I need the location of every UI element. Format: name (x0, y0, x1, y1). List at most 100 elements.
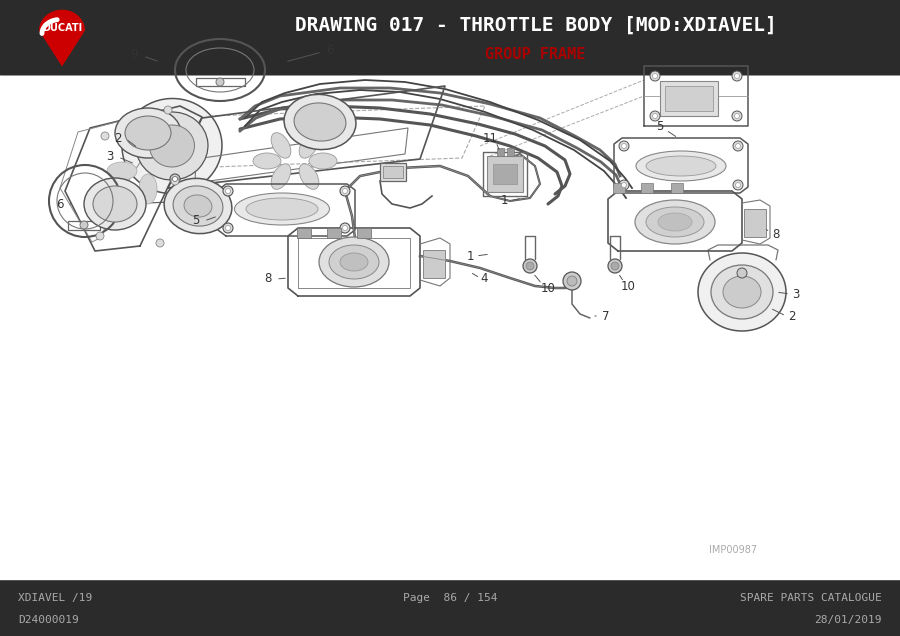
Circle shape (170, 174, 180, 184)
Circle shape (567, 276, 577, 286)
Circle shape (96, 232, 104, 240)
Text: 8: 8 (265, 272, 272, 286)
Ellipse shape (159, 162, 189, 180)
Ellipse shape (136, 112, 208, 180)
Polygon shape (39, 10, 85, 67)
Circle shape (622, 183, 626, 188)
Circle shape (735, 144, 741, 148)
Ellipse shape (139, 174, 157, 204)
Ellipse shape (299, 133, 319, 158)
Text: Page  86 / 154: Page 86 / 154 (403, 593, 497, 603)
Circle shape (526, 262, 534, 270)
Text: 1: 1 (466, 249, 473, 263)
Text: 6: 6 (326, 43, 334, 57)
Text: 2: 2 (114, 132, 122, 146)
Ellipse shape (122, 99, 222, 193)
Ellipse shape (139, 138, 157, 168)
Ellipse shape (184, 195, 212, 217)
Bar (297, 228, 311, 238)
Text: GROUP FRAME: GROUP FRAME (485, 47, 586, 62)
Text: SPARE PARTS CATALOGUE: SPARE PARTS CATALOGUE (740, 593, 882, 603)
Circle shape (216, 78, 224, 86)
Ellipse shape (107, 162, 137, 180)
Circle shape (734, 74, 740, 78)
Text: 10: 10 (621, 279, 635, 293)
Text: 4: 4 (481, 272, 488, 284)
Bar (0, 580, 900, 636)
Circle shape (173, 177, 177, 181)
Ellipse shape (658, 213, 692, 231)
Circle shape (80, 221, 88, 229)
Bar (497, 148, 504, 156)
Ellipse shape (635, 200, 715, 244)
Circle shape (650, 71, 660, 81)
Ellipse shape (711, 265, 773, 319)
Ellipse shape (646, 207, 704, 237)
Circle shape (732, 71, 742, 81)
Circle shape (652, 113, 658, 118)
Bar (487, 156, 523, 192)
Bar (423, 250, 445, 278)
Text: DUCATI: DUCATI (42, 22, 82, 32)
Bar (641, 183, 653, 193)
Circle shape (340, 186, 350, 196)
Circle shape (733, 180, 743, 190)
Circle shape (650, 111, 660, 121)
Text: IMP00987: IMP00987 (709, 544, 758, 555)
Circle shape (340, 223, 350, 233)
Text: 8: 8 (772, 228, 779, 240)
Circle shape (343, 188, 347, 193)
Circle shape (156, 239, 164, 247)
Ellipse shape (164, 178, 232, 233)
Circle shape (226, 188, 230, 193)
Bar (380, 163, 406, 181)
Circle shape (223, 223, 233, 233)
Ellipse shape (284, 94, 356, 149)
Ellipse shape (340, 253, 368, 271)
Ellipse shape (125, 116, 171, 150)
Circle shape (622, 144, 626, 148)
Ellipse shape (271, 133, 291, 158)
Circle shape (164, 106, 172, 114)
Text: 1: 1 (500, 195, 508, 207)
Ellipse shape (723, 276, 761, 308)
Circle shape (737, 268, 747, 278)
Text: 2: 2 (788, 310, 796, 322)
Circle shape (523, 259, 537, 273)
Circle shape (563, 272, 581, 290)
Text: 10: 10 (541, 282, 555, 294)
Bar (744, 209, 766, 237)
Circle shape (734, 113, 740, 118)
Circle shape (652, 74, 658, 78)
Ellipse shape (299, 164, 319, 190)
Bar (613, 183, 625, 193)
Bar (507, 148, 514, 156)
Circle shape (735, 183, 741, 188)
Text: 5: 5 (193, 214, 200, 228)
Text: XDIAVEL /19: XDIAVEL /19 (18, 593, 92, 603)
Ellipse shape (294, 103, 346, 141)
Text: 28/01/2019: 28/01/2019 (814, 615, 882, 625)
Circle shape (171, 177, 179, 185)
Ellipse shape (319, 237, 389, 287)
Ellipse shape (253, 153, 281, 169)
Circle shape (223, 186, 233, 196)
Ellipse shape (115, 108, 181, 158)
Text: 6: 6 (56, 198, 64, 211)
Bar (660, 81, 718, 116)
Bar (327, 228, 341, 238)
Text: 7: 7 (602, 310, 610, 322)
Text: 5: 5 (656, 120, 663, 132)
Ellipse shape (235, 193, 329, 225)
Bar (0, 75, 900, 580)
Bar (357, 228, 371, 238)
Text: 3: 3 (792, 287, 800, 300)
Circle shape (611, 262, 619, 270)
Text: DRAWING 017 - THROTTLE BODY [MOD:XDIAVEL]: DRAWING 017 - THROTTLE BODY [MOD:XDIAVEL… (294, 16, 777, 35)
Circle shape (619, 141, 629, 151)
Ellipse shape (271, 164, 291, 190)
Ellipse shape (698, 253, 786, 331)
Ellipse shape (636, 151, 726, 181)
Circle shape (732, 111, 742, 121)
Text: 11: 11 (482, 132, 498, 146)
